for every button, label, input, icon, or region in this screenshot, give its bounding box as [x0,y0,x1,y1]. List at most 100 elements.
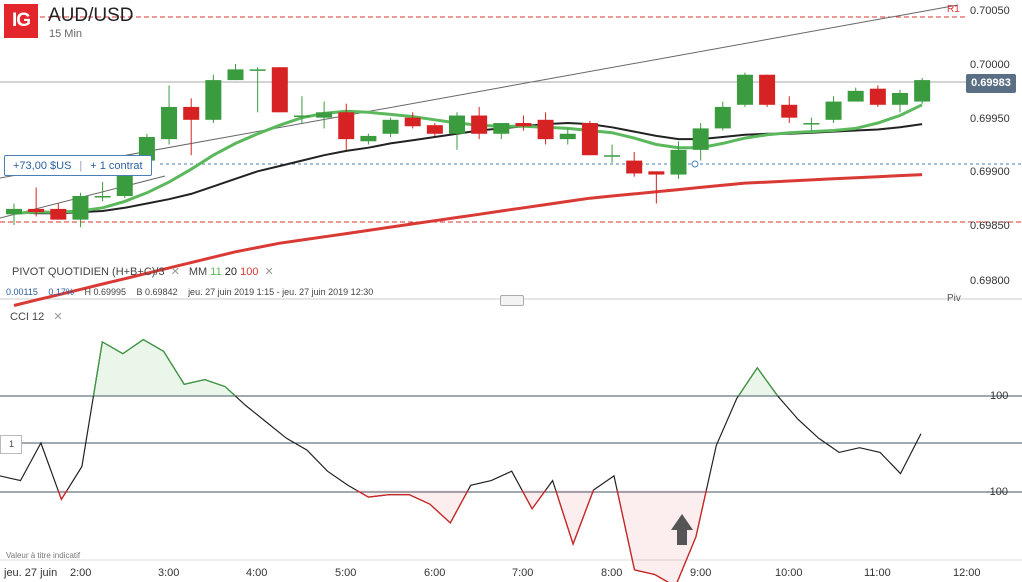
position-size: + 1 contrat [90,159,143,172]
cci-oversold-line [355,489,469,524]
cci-overbought-fill [738,367,778,396]
candle-body [781,104,798,118]
time-tick: 12:00 [953,567,981,579]
cci-oversold-fill [521,490,546,509]
time-tick: 9:00 [690,567,712,579]
ma-legend-label[interactable]: MM [188,266,208,278]
candle-body [736,74,753,105]
candle-body [183,106,200,120]
cci-oversold-fill [617,490,707,582]
candle-body [449,115,465,134]
candle-body [161,106,178,140]
position-separator: | [79,159,83,172]
pane-resize-handle[interactable] [500,295,524,306]
candle-body [293,115,310,118]
candle-body [50,208,67,220]
cci-oversold-fill [555,490,594,544]
candle-body [138,136,155,161]
time-tick: 5:00 [335,567,357,579]
candle-body [28,208,45,213]
cci-upper-level-label: 100 [990,390,1009,402]
time-tick: 7:00 [512,567,534,579]
price-tick: 0.69950 [970,113,1010,125]
candle-body [6,208,22,215]
candle-body [338,112,355,140]
cci-oversold-line [616,489,707,582]
cci-oversold-fill [356,490,469,523]
ma-remove-icon[interactable]: ✕ [264,266,274,278]
price-change: 0.00115 [6,287,38,297]
pivot-axis-label: Piv [947,293,961,304]
ma-slow-period: 100 [240,266,259,278]
candle-body [892,92,908,105]
time-tick: 10:00 [775,567,803,579]
candle-body [847,90,864,102]
candle-body [914,80,931,102]
session-range: jeu. 27 juin 2019 1:15 - jeu. 27 juin 20… [188,287,374,297]
session-high: H 0.69995 [84,287,126,297]
candle-body [471,115,488,134]
candle-body [581,123,598,156]
ma-slow-line [13,173,923,307]
cci-lower-level-label: -100 [986,486,1009,498]
candle-body [559,133,576,140]
price-tick: 0.70050 [970,5,1010,17]
price-change-pct: 0.17% [48,287,74,297]
cci-oversold-line [555,489,595,546]
candle-body [271,67,288,113]
ma-fast-line [13,103,923,215]
current-price-badge: 0.69983 [966,74,1016,93]
cci-overbought-line [737,366,779,397]
candle-body [382,119,399,134]
cci-remove-icon[interactable]: ✕ [53,311,63,323]
r1-label: R1 [947,4,960,15]
timeframe-label[interactable]: 15 Min [49,28,83,40]
price-stats-bar: 0.00115 0.17% H 0.69995 B 0.69842 jeu. 2… [6,287,381,297]
candle-body [648,171,665,175]
candle-body [714,106,731,129]
pivot-legend-label[interactable]: PIVOT QUOTIDIEN (H+B+C)/3 [12,266,165,278]
ma-fast-period: 11 [210,266,222,278]
candle-body [360,135,377,142]
indicator-value-box: 1 [0,435,22,454]
ma-mid-period: 20 [224,266,238,278]
time-tick: 6:00 [424,567,446,579]
candle-body [227,69,244,81]
candle-body [72,196,89,220]
pivot-remove-icon[interactable]: ✕ [170,266,180,278]
candle-body [493,123,510,134]
session-low: B 0.69842 [136,287,178,297]
candle-body [537,119,554,140]
upper-trendline [0,4,959,179]
candle-body [670,149,687,175]
cci-overbought-fill [93,339,236,396]
time-tick: 4:00 [246,567,268,579]
cci-legend: CCI 12 ✕ [10,310,63,323]
candle-body [626,160,643,174]
instrument-symbol[interactable]: AUD/USD [48,5,134,26]
date-label: jeu. 27 juin [4,567,58,579]
candle-body [426,125,443,134]
annotation-arrow-icon [671,514,693,545]
ig-logo: IG [4,4,38,38]
cci-oversold-line [521,489,547,510]
time-tick: 11:00 [864,567,891,579]
time-tick: 3:00 [158,567,180,579]
candle-body [825,101,842,120]
price-tick: 0.69850 [970,220,1010,232]
cci-label[interactable]: CCI [10,311,29,323]
cci-oversold-fill [57,490,68,500]
position-entry-marker [691,160,699,168]
indicative-value-note: Valeur à titre indicatif [6,551,81,560]
candle-body [205,80,222,120]
price-tick: 0.69900 [970,166,1010,178]
open-position-label[interactable]: +73,00 $US | + 1 contrat [4,155,152,176]
cci-oversold-line [57,489,68,501]
indicator-legend: PIVOT QUOTIDIEN (H+B+C)/3 ✕ MM 11 20 100 ✕ [12,265,280,278]
candle-body [604,155,621,157]
candle-body [759,74,776,105]
position-pnl: +73,00 $US [13,159,72,172]
candle-body [803,123,820,125]
candle-body [249,69,266,71]
